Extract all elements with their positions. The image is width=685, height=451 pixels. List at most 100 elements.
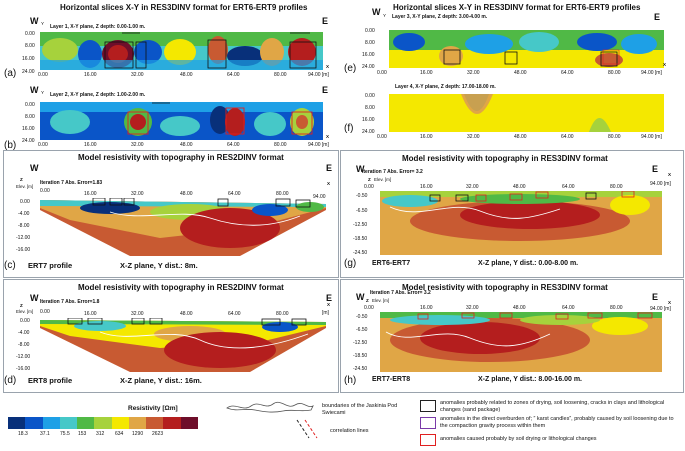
- panel-g-depth-1: -6.50: [356, 208, 368, 214]
- panel-d-depth-4: -16.00: [16, 366, 31, 372]
- legend-item-red-box: [420, 434, 436, 446]
- panel-c-x-end: 94.00: [313, 194, 326, 200]
- panel-c-iteration: Iteration 7 Abs. Error=1.83: [40, 180, 103, 186]
- panel-d-x-tick-5: 80.00: [276, 311, 289, 317]
- panel-f-letter: (f): [344, 123, 354, 134]
- panel-f-x-tick-4: 64.00: [561, 134, 574, 140]
- panel-b-x-tick-2: 32.00: [131, 142, 144, 148]
- scale-swatch: [128, 417, 147, 429]
- panel-h-elev-label: Elev. [m]: [372, 298, 390, 303]
- panel-h-depth-4: -24.50: [353, 366, 368, 372]
- panel-d-depth-1: -4.00: [18, 330, 30, 336]
- panel-e-x-label: X: [663, 62, 667, 67]
- panel-c-x-tick-4: 64.00: [228, 191, 241, 197]
- panel-g-x-tick-0: 0.00: [364, 184, 374, 190]
- left-slices-header: Horizontal slices X-Y in RES3DINV format…: [60, 3, 308, 12]
- panel-d-profile: ERT8 profile: [28, 376, 73, 385]
- panel-h-profile: ERT7-ERT8: [372, 376, 411, 383]
- legend-item-purple-text: anomalies in the direct overburden of; ”…: [440, 416, 674, 429]
- panel-h-west-label: W: [356, 292, 365, 302]
- panel-e-y-label: Y: [383, 13, 387, 18]
- panel-c-depth-0: 0.00: [20, 199, 30, 205]
- panel-e-letter: (e): [344, 63, 357, 74]
- scale-swatch: [59, 417, 78, 429]
- panel-g-depth-0: -0.50: [356, 193, 368, 199]
- panel-d-section: [40, 318, 326, 374]
- panel-b-x-label: X: [326, 134, 330, 139]
- panel-f-x-tick-1: 16.00: [420, 134, 433, 140]
- panel-h-letter: (h): [344, 375, 357, 386]
- panel-g-x-tick-4: 64.00: [562, 184, 575, 190]
- panel-f-y-tick-2: 16.00: [362, 117, 375, 123]
- panel-h-x-tick-4: 64.00: [562, 305, 575, 311]
- panel-h-x-tick-2: 32.00: [466, 305, 479, 311]
- panel-a-y-tick-0: 0.00: [25, 31, 35, 37]
- scale-swatch: [94, 417, 112, 429]
- legend-resistivity-title: Resistivity [Ωm]: [128, 405, 178, 412]
- panel-c-x-tick-2: 32.00: [131, 191, 144, 197]
- panel-a-x-tick-2: 32.00: [131, 72, 144, 78]
- panel-h-iteration: Iteration 7 Abs. Error= 3.2: [370, 290, 431, 296]
- panel-b-y-tick-0: 0.00: [25, 102, 35, 108]
- panel-d-x-tick-1: 16.00: [84, 311, 97, 317]
- panel-g-x-tick-5: 80.00: [610, 184, 623, 190]
- panel-c-z-label: Z: [20, 177, 23, 182]
- panel-h-x-tick-0: 0.00: [364, 305, 374, 311]
- panel-c-east-label: E: [326, 163, 333, 173]
- panel-f-slice-map: [389, 94, 664, 132]
- panel-a-x-label: X: [326, 64, 330, 69]
- panel-a-y-label: Y: [41, 21, 45, 26]
- panel-g-letter: (g): [344, 258, 357, 269]
- panel-a-layer-label: Layer 1, X-Y plane, Z depth: 0.00-1.00 m…: [50, 24, 146, 30]
- panel-d-depth-2: -8.00: [18, 342, 30, 348]
- panel-d-depth-0: 0.00: [20, 318, 30, 324]
- panel-a-x-tick-0: 0.00: [38, 72, 48, 78]
- panel-f-x-tick-0: 0.00: [377, 134, 387, 140]
- panel-e-x-tick-0: 0.00: [377, 70, 387, 76]
- panel-h-plane: X-Z plane, Y dist.: 8.00-16.00 m.: [478, 376, 583, 383]
- panel-g-east-label: E: [652, 164, 659, 174]
- panel-g-depth-4: -24.50: [353, 250, 368, 256]
- panel-c-x-tick-5: 80.00: [276, 191, 289, 197]
- panel-g-x-tick-2: 32.00: [466, 184, 479, 190]
- panel-b-y-label: Y: [41, 90, 45, 95]
- panel-g-iteration: Iteration 7 Abs. Error= 3.2: [362, 169, 423, 175]
- panel-a-x-tick-5: 80.00: [274, 72, 287, 78]
- panel-d-z-label: Z: [20, 303, 23, 308]
- right-slices-header: Horizontal slices X-Y in RES3DINV format…: [393, 3, 641, 12]
- scale-value-3: 153: [78, 431, 87, 437]
- panel-g-section: [380, 191, 662, 255]
- scale-swatch: [146, 417, 164, 429]
- panel-b-layer-label: Layer 2, X-Y plane, Z depth: 1.00-2.00 m…: [50, 92, 146, 98]
- panel-b-x-end: 94.00 [m]: [308, 142, 329, 148]
- panel-b-y-tick-2: 16.00: [22, 126, 35, 132]
- panel-g-x-end: 94.00 [m]: [650, 181, 671, 187]
- panel-a-x-tick-4: 64.00: [227, 72, 240, 78]
- scale-swatch: [25, 417, 43, 429]
- legend-color-scale: [8, 417, 198, 429]
- panel-d-plane: X-Z plane, Y dist.: 16m.: [120, 376, 202, 385]
- panel-h-depth-1: -6.50: [356, 327, 368, 333]
- scale-swatch: [8, 417, 26, 429]
- scale-swatch: [77, 417, 95, 429]
- legend-item-black-box: [420, 400, 436, 412]
- panel-d-x-tick-4: 64.00: [228, 311, 241, 317]
- panel-g-x-tick-1: 16.00: [420, 184, 433, 190]
- scale-value-2: 75.5: [60, 431, 70, 437]
- scale-value-1: 37.1: [40, 431, 50, 437]
- correlation-line-symbol: [295, 418, 325, 440]
- panel-c-x-tick-1: 16.00: [84, 191, 97, 197]
- panel-a-x-end: 94.00 [m]: [308, 72, 329, 78]
- scale-swatch: [42, 417, 60, 429]
- panel-e-east-label: E: [654, 12, 661, 22]
- panel-g-plane: X-Z plane, Y dist.: 0.00-8.00 m.: [478, 260, 579, 267]
- panel-d-west-label: W: [30, 293, 39, 303]
- panel-c-profile: ERT7 profile: [28, 261, 73, 270]
- panel-a-y-tick-2: 16.00: [22, 56, 35, 62]
- panel-h-z-label: Z: [366, 298, 369, 303]
- panel-h-title: Model resistivity with topography in RES…: [402, 283, 608, 292]
- panel-c-depth-4: -16.00: [16, 247, 31, 253]
- panel-a-slice-map: [40, 32, 323, 70]
- panel-e-slice-map: [389, 30, 664, 68]
- legend-cave-text: boundaries of the Jaskinia Pod Swiecami: [322, 403, 398, 416]
